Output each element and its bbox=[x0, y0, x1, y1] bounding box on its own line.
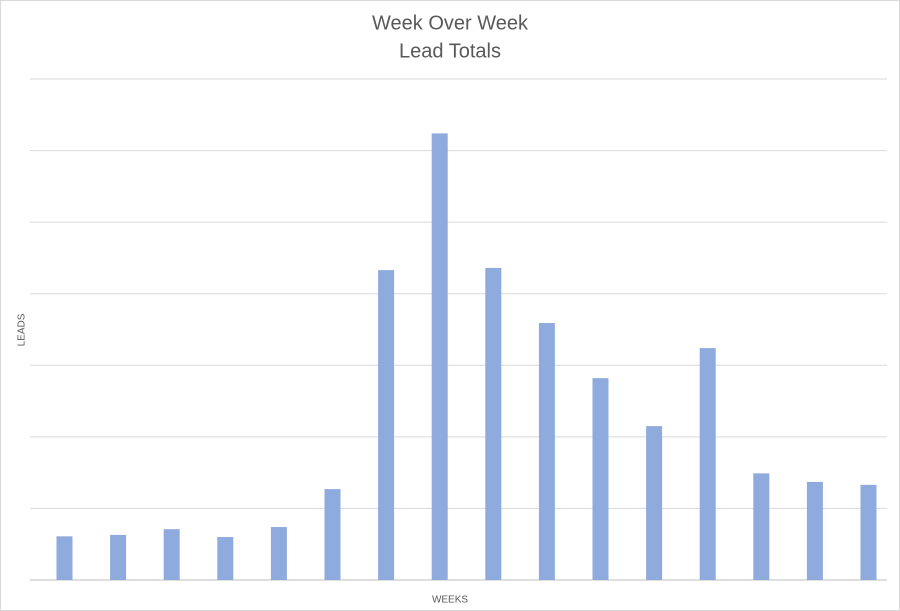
bar bbox=[324, 489, 341, 580]
chart-title: Week Over Week bbox=[372, 12, 529, 34]
bar bbox=[378, 270, 395, 580]
bar bbox=[431, 133, 448, 580]
bar bbox=[753, 473, 770, 580]
x-axis-label: WEEKS bbox=[432, 595, 468, 606]
bar bbox=[217, 537, 234, 580]
bar bbox=[538, 323, 555, 580]
bar bbox=[806, 481, 823, 580]
bar bbox=[485, 267, 502, 580]
bar bbox=[646, 426, 663, 580]
y-axis-label: LEADS bbox=[17, 313, 28, 346]
bar bbox=[592, 378, 609, 580]
chart-title: Lead Totals bbox=[399, 40, 501, 62]
bar bbox=[110, 534, 127, 580]
bar bbox=[163, 529, 180, 580]
bar bbox=[860, 484, 877, 580]
bar bbox=[56, 536, 73, 580]
bar bbox=[699, 348, 716, 580]
bar bbox=[270, 527, 287, 580]
